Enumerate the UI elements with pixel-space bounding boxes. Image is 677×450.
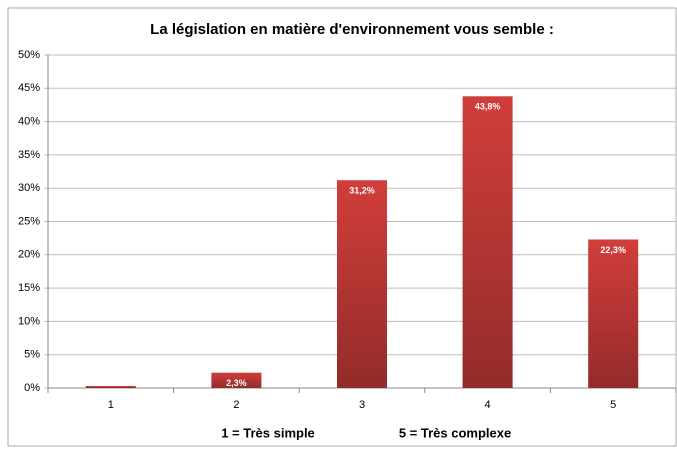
y-tick-label: 40% <box>18 116 40 128</box>
bar-shade <box>211 372 262 388</box>
value-label: 43,8% <box>475 102 501 112</box>
value-label: 31,2% <box>349 186 375 196</box>
value-label: 2,3% <box>226 378 247 388</box>
x-tick-label: 5 <box>610 399 616 411</box>
annotation: 5 = Très complexe <box>399 425 511 440</box>
y-tick-label: 25% <box>18 215 40 227</box>
y-tick-label: 50% <box>18 49 40 61</box>
y-tick-label: 15% <box>18 282 40 294</box>
x-tick-label: 4 <box>485 399 491 411</box>
chart-title: La législation en matière d'environnemen… <box>150 21 554 38</box>
y-tick-label: 0% <box>24 382 40 394</box>
bar-shade <box>85 386 136 388</box>
y-tick-label: 30% <box>18 182 40 194</box>
y-tick-label: 45% <box>18 82 40 94</box>
bar-shade <box>462 96 513 389</box>
bar-shade <box>588 239 639 388</box>
x-tick-label: 1 <box>108 399 114 411</box>
x-tick-label: 3 <box>359 399 365 411</box>
value-label: 22,3% <box>600 245 626 255</box>
x-tick-label: 2 <box>233 399 239 411</box>
y-tick-label: 20% <box>18 249 40 261</box>
y-tick-label: 35% <box>18 149 40 161</box>
bar-shade <box>337 180 387 388</box>
annotation: 1 = Très simple <box>221 425 315 440</box>
y-tick-label: 10% <box>18 315 40 327</box>
y-tick-label: 5% <box>24 349 40 361</box>
